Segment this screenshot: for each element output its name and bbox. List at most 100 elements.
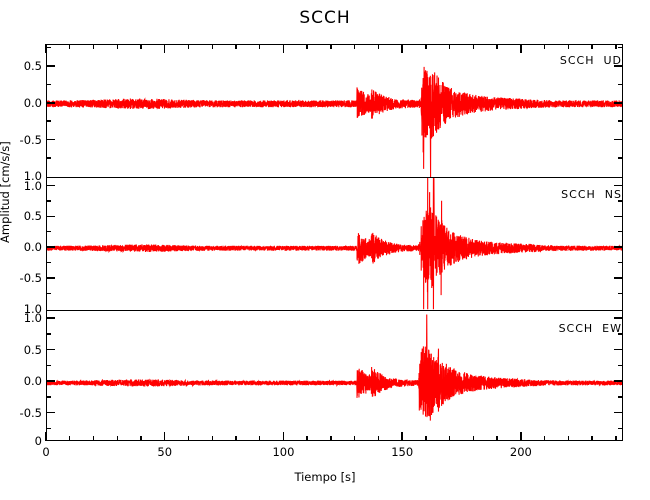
panel-ns xyxy=(47,177,622,309)
y-tick-minor-right xyxy=(618,427,623,430)
y-tick-minor xyxy=(46,396,51,398)
y-tick-minor xyxy=(46,200,51,202)
x-tick-top xyxy=(448,44,451,49)
y-tick-minor-right xyxy=(618,333,623,335)
y-tick-label: 0.5 xyxy=(23,342,42,357)
x-tick-bottom xyxy=(306,436,308,441)
x-tick-bottom xyxy=(567,436,570,441)
x-tick-label: 0 xyxy=(42,445,50,459)
y-tick-minor xyxy=(46,364,51,367)
x-tick-bottom xyxy=(45,432,47,441)
x-tick-top xyxy=(543,44,546,49)
x-tick-top xyxy=(377,44,380,49)
x-tick-label: 100 xyxy=(272,445,295,459)
y-tick-label: -0.5 xyxy=(19,270,42,285)
x-axis-title: Tiempo [s] xyxy=(294,470,356,484)
x-tick-top xyxy=(306,44,308,49)
waveform-trace-ew xyxy=(47,314,622,420)
y-tick-minor-right xyxy=(618,396,623,398)
x-tick-top xyxy=(92,44,95,49)
x-tick-bottom xyxy=(259,436,261,441)
x-tick-bottom xyxy=(353,436,356,441)
y-tick-minor-right xyxy=(618,120,623,122)
y-tick-minor xyxy=(46,120,51,122)
y-tick-label: -0.5 xyxy=(19,405,42,420)
y-tick-major-right xyxy=(614,215,623,218)
y-tick-minor xyxy=(46,157,51,159)
x-tick-top xyxy=(69,44,71,49)
x-tick-bottom xyxy=(330,436,332,441)
y-tick-major xyxy=(46,411,55,414)
y-tick-minor-right xyxy=(618,292,623,294)
y-tick-label: 0.0 xyxy=(23,240,42,255)
y-tick-major xyxy=(46,317,55,319)
y-tick-minor-right xyxy=(618,261,623,264)
y-tick-label: 0.0 xyxy=(23,374,42,389)
y-tick-major xyxy=(46,184,55,187)
y-tick-major-right xyxy=(614,277,623,279)
x-tick-top xyxy=(330,44,332,49)
x-tick-top xyxy=(591,44,593,49)
x-tick-top xyxy=(567,44,570,49)
y-tick-label: 0.0 xyxy=(23,95,42,110)
x-tick-top xyxy=(259,44,261,49)
x-tick-top xyxy=(520,44,522,53)
y-tick-major-right xyxy=(614,102,623,104)
y-tick-major xyxy=(46,102,55,104)
x-tick-top xyxy=(211,44,213,49)
y-tick-major-right xyxy=(614,380,623,382)
y-tick-minor xyxy=(46,83,51,86)
x-tick-bottom xyxy=(543,436,546,441)
y-tick-label: 1.0 xyxy=(23,178,42,193)
x-tick-bottom xyxy=(92,436,95,441)
x-tick-bottom xyxy=(187,436,190,441)
y-tick-minor-right xyxy=(618,157,623,159)
y-tick-major-right xyxy=(614,246,623,248)
y-tick-major-right xyxy=(614,411,623,414)
y-tick-label: 0.5 xyxy=(23,209,42,224)
x-tick-bottom xyxy=(140,436,142,441)
x-tick-top xyxy=(140,44,142,49)
y-tick-minor-right xyxy=(618,46,623,49)
y-tick-major-right xyxy=(614,184,623,187)
y-tick-minor-right xyxy=(618,231,623,233)
x-tick-bottom xyxy=(377,436,380,441)
x-tick-top xyxy=(425,44,427,49)
y-tick-minor xyxy=(46,333,51,335)
y-tick-label: 0.5 xyxy=(23,59,42,74)
y-tick-major xyxy=(46,348,55,351)
trace-label-ns: SCCH NS xyxy=(561,188,622,201)
x-tick-label: 50 xyxy=(157,445,173,459)
y-tick-minor xyxy=(46,231,51,233)
y-tick-minor xyxy=(46,46,51,49)
y-tick-minor-right xyxy=(618,200,623,202)
y-tick-minor-right xyxy=(618,83,623,86)
y-tick-major-right xyxy=(614,138,623,141)
y-tick-minor-right xyxy=(618,364,623,367)
y-boundary-label: 0 xyxy=(34,434,42,448)
x-tick-top xyxy=(235,44,237,49)
panel-ud xyxy=(47,45,622,177)
y-tick-major xyxy=(46,215,55,218)
x-tick-bottom xyxy=(235,436,237,441)
x-tick-label: 150 xyxy=(391,445,414,459)
y-tick-major-right xyxy=(614,65,623,67)
x-tick-top xyxy=(187,44,190,49)
x-tick-top xyxy=(615,44,617,49)
x-tick-bottom xyxy=(425,436,427,441)
trace-label-ud: SCCH UD xyxy=(559,54,622,67)
y-boundary-label: 1.0 xyxy=(23,301,42,316)
y-tick-major-right xyxy=(614,317,623,319)
y-boundary-label: 1.0 xyxy=(23,169,42,184)
x-tick-bottom xyxy=(496,436,498,441)
y-tick-minor xyxy=(46,427,51,430)
y-tick-label: -0.5 xyxy=(19,132,42,147)
x-tick-top xyxy=(282,44,285,53)
waveform-trace-ud xyxy=(47,67,622,177)
y-tick-label: 1.0 xyxy=(23,311,42,326)
x-tick-bottom xyxy=(448,436,451,441)
x-tick-top xyxy=(164,44,166,53)
x-tick-bottom xyxy=(591,436,593,441)
y-tick-major xyxy=(46,65,55,67)
y-tick-minor xyxy=(46,292,51,294)
